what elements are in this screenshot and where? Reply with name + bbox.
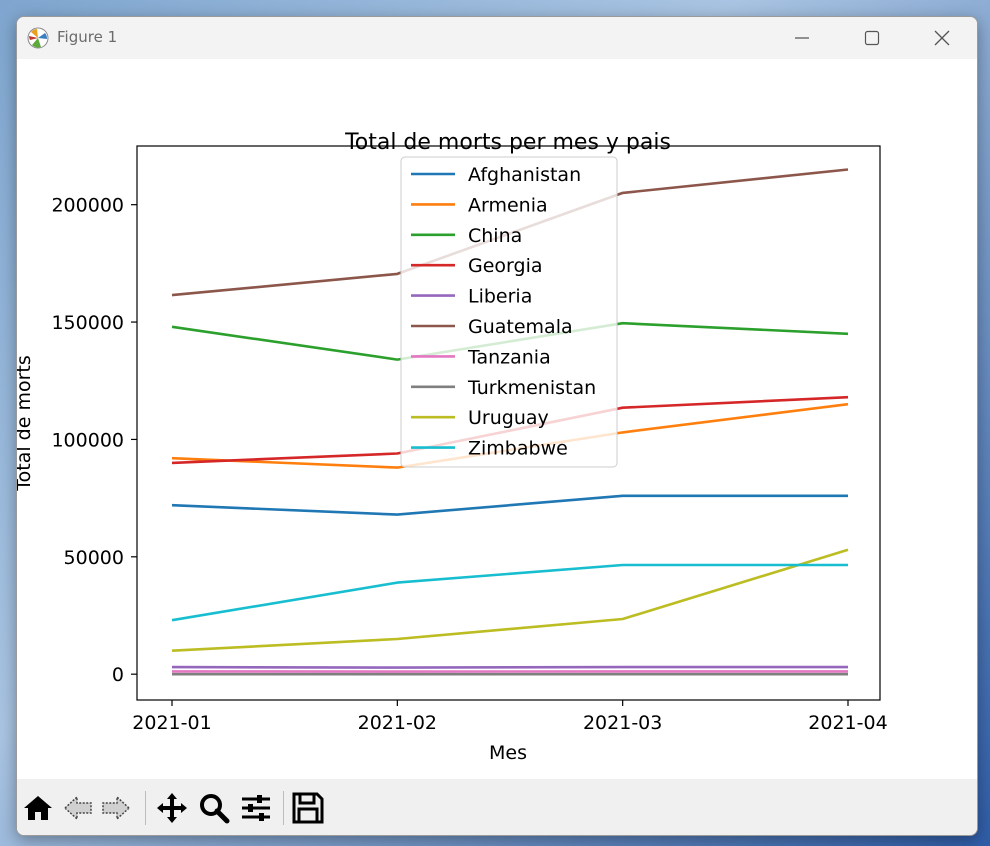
- toolbar-separator: [145, 791, 146, 825]
- legend-label-guatemala: Guatemala: [468, 316, 573, 338]
- y-axis-label: Total de morts: [17, 355, 35, 492]
- plot-frame: [136, 145, 881, 701]
- figure-canvas[interactable]: Total de morts per mes y pais 2021-01 202…: [17, 59, 977, 779]
- maximize-icon: [864, 30, 880, 46]
- minimize-button[interactable]: [767, 17, 837, 59]
- legend-label-liberia: Liberia: [468, 286, 532, 308]
- matplotlib-logo-icon: [27, 27, 49, 49]
- line-chart: Total de morts per mes y pais 2021-01 202…: [17, 130, 888, 764]
- y-tick-label: 100000: [51, 429, 124, 451]
- pan-icon[interactable]: [155, 791, 189, 825]
- toolbar-separator: [283, 791, 284, 825]
- series-line-uruguay: [171, 548, 849, 652]
- chart-title: Total de morts per mes y pais: [344, 130, 671, 155]
- x-axis-label: Mes: [489, 742, 527, 764]
- y-axis: 0 50000 100000 150000 200000: [51, 195, 137, 686]
- close-button[interactable]: [907, 17, 977, 59]
- x-tick-label: 2021-03: [583, 712, 662, 734]
- title-bar[interactable]: Figure 1: [17, 17, 977, 59]
- y-tick-label: 150000: [51, 312, 124, 334]
- navigation-toolbar: [17, 779, 977, 835]
- legend-label-tanzania: Tanzania: [467, 346, 551, 368]
- legend: Afghanistan Armenia China Georgia Liberia Gua…: [400, 156, 618, 468]
- save-icon[interactable]: [291, 791, 325, 825]
- legend-label-china: China: [468, 225, 522, 247]
- x-tick-label: 2021-02: [358, 712, 437, 734]
- home-icon[interactable]: [21, 791, 55, 825]
- series-line-zimbabwe: [171, 563, 848, 622]
- y-tick-label: 0: [112, 664, 124, 686]
- zoom-icon[interactable]: [197, 791, 231, 825]
- series-line-liberia: [171, 665, 848, 669]
- back-icon[interactable]: [61, 791, 95, 825]
- close-icon: [934, 30, 950, 46]
- x-axis: 2021-01 2021-02 2021-03 2021-04: [132, 700, 888, 734]
- maximize-button[interactable]: [837, 17, 907, 59]
- legend-label-armenia: Armenia: [468, 194, 548, 216]
- y-tick-label: 50000: [64, 547, 124, 569]
- configure-icon[interactable]: [239, 791, 273, 825]
- legend-label-zimbabwe: Zimbabwe: [468, 438, 568, 460]
- window-title: Figure 1: [57, 28, 118, 46]
- figure-window: Figure 1 Total de morts per mes y pais 2…: [16, 16, 978, 836]
- y-tick-label: 200000: [51, 195, 124, 217]
- legend-label-afghanistan: Afghanistan: [468, 164, 581, 186]
- x-tick-label: 2021-04: [808, 712, 887, 734]
- x-tick-label: 2021-01: [132, 712, 211, 734]
- series-line-afghanistan: [171, 494, 848, 516]
- minimize-icon: [795, 37, 809, 39]
- forward-icon[interactable]: [99, 791, 133, 825]
- legend-label-georgia: Georgia: [468, 255, 543, 277]
- legend-label-uruguay: Uruguay: [468, 407, 549, 429]
- legend-label-turkmenistan: Turkmenistan: [467, 377, 596, 399]
